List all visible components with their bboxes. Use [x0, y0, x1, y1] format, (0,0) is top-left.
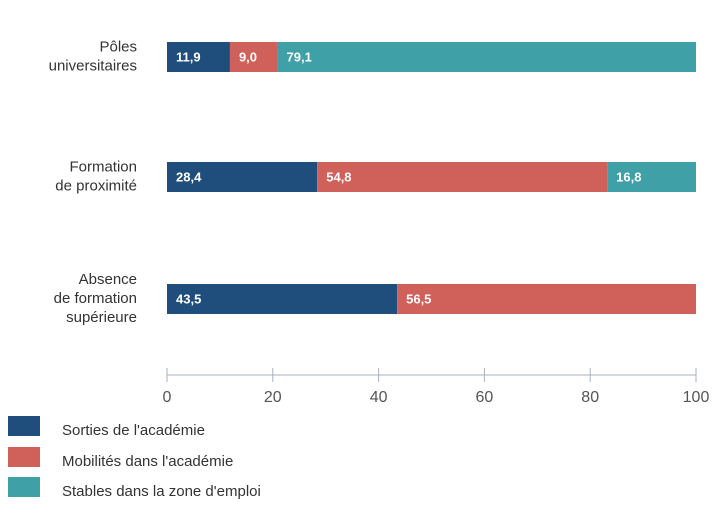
value-label: 54,8: [326, 169, 351, 184]
category-line: de formation: [54, 290, 137, 307]
bar-segment: [607, 162, 696, 192]
value-label: 11,9: [176, 49, 201, 64]
value-label: 28,4: [176, 169, 202, 184]
category-label: Absence de formation supérieure: [54, 271, 137, 326]
x-tick-label: 0: [163, 389, 172, 406]
legend-swatch: [8, 416, 40, 436]
legend-swatch: [8, 477, 40, 497]
category-line: supérieure: [66, 309, 137, 326]
value-label: 43,5: [176, 291, 201, 306]
value-label: 79,1: [287, 49, 312, 64]
x-tick-label: 100: [683, 389, 710, 406]
value-label: 16,8: [616, 169, 641, 184]
x-tick-label: 80: [581, 389, 599, 406]
bar-segment: [229, 42, 278, 72]
value-label: 56,5: [406, 291, 431, 306]
bar-segment: [167, 162, 318, 192]
x-tick-label: 60: [476, 389, 494, 406]
bar-segment: [167, 284, 398, 314]
category-label: Formation de proximité: [55, 158, 137, 194]
value-label: 9,0: [239, 49, 257, 64]
category-line: universitaires: [49, 57, 137, 74]
category-line: Pôles: [99, 38, 137, 55]
legend-label: Sorties de l'académie: [62, 422, 205, 439]
category-line: Absence: [79, 271, 137, 288]
legend-label: Mobilités dans l'académie: [62, 453, 233, 470]
bar-segment: [277, 42, 696, 72]
legend-label: Stables dans la zone d'emploi: [62, 483, 261, 500]
category-line: Formation: [69, 158, 137, 175]
x-tick-label: 40: [370, 389, 388, 406]
x-tick-label: 20: [264, 389, 282, 406]
category-line: de proximité: [55, 177, 137, 194]
bar-segment: [397, 284, 696, 314]
legend-swatch: [8, 447, 40, 467]
category-label: Pôles universitaires: [49, 38, 137, 74]
bar-segment: [167, 42, 230, 72]
bar-segment: [317, 162, 608, 192]
